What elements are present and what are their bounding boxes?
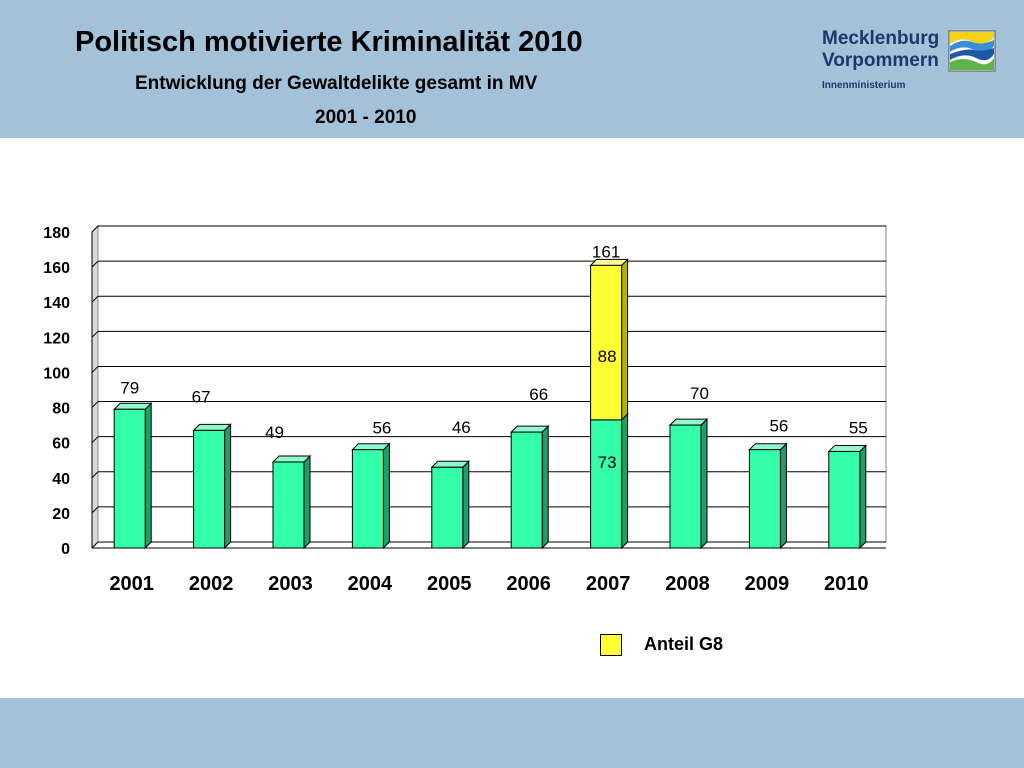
bar-2010-side [859,444,867,550]
legend-swatch-g8 [600,634,622,656]
y-tick-label: 20 [52,506,70,523]
y-tick-label: 0 [61,541,70,558]
plot-side-wall [91,224,99,550]
bar-chart: 0 20 40 60 80 100 120 140 160 180 79 2001 67 2002 49 20… [43,224,887,595]
bar-2008 [669,424,702,549]
x-tick-label-2002: 2002 [189,573,234,595]
bar-2005-top [430,460,471,468]
x-tick-label-2006: 2006 [506,573,551,595]
bar-2006-side [541,424,549,550]
data-label-total-2004: 56 [372,419,391,438]
y-tick-label: 160 [43,260,70,277]
gridline-depth [91,260,99,268]
y-tick-label: 60 [52,436,70,453]
bar-2009-top [748,443,788,451]
bar-2001 [113,408,146,549]
x-tick-label-2001: 2001 [109,573,154,595]
gridline-depth [91,506,99,514]
y-tick-label: 140 [43,295,70,312]
bar-2008-side [700,417,708,550]
gridline-depth [91,401,99,408]
bar-2004 [351,449,384,549]
bar-2003-top [271,455,312,463]
data-label-g8-2007: 88 [598,347,617,366]
y-tick-label: 100 [43,365,70,382]
x-tick-label-2005: 2005 [427,573,472,595]
logo: Mecklenburg Vorpommern Innenministerium [822,28,1002,98]
header-band [0,0,1024,138]
data-label-base-2007: 73 [598,453,617,472]
bar-2009-side [779,442,787,550]
data-label-total-2009: 56 [769,417,788,436]
period-label: 2001 - 2010 [315,107,417,128]
page-subtitle: Entwicklung der Gewaltdelikte gesamt in … [135,73,538,94]
bar-2005-side [462,460,470,550]
bar-g8-2007 [590,264,623,421]
footer-band [0,698,1024,768]
x-tick-label-2007: 2007 [586,573,631,595]
x-tick-label-2010: 2010 [824,573,869,595]
legend-label-g8: Anteil G8 [644,634,724,654]
y-tick-label: 180 [43,225,70,242]
data-label-total-2002: 67 [192,387,211,406]
bar-2001-top [112,402,153,410]
y-tick-label: 80 [52,401,70,418]
gridline-depth [91,295,99,303]
logo-line3: Innenministerium [822,80,906,91]
bar-2002-side [224,423,232,550]
x-tick-label-2008: 2008 [665,573,710,595]
bar-2006 [510,431,543,549]
bar-2010-top [827,444,868,452]
x-tick-label-2003: 2003 [268,573,313,595]
gridline-depth [91,225,99,233]
data-label-total-2010: 55 [849,418,868,437]
page-title: Politisch motivierte Kriminalität 2010 [75,26,583,58]
gridline-depth [91,471,99,479]
data-label-total-2007: 161 [592,242,620,261]
data-label-total-2008: 70 [690,384,709,403]
bar-2004-top [351,443,391,451]
bar-2008-top [668,418,709,426]
bar-2009 [748,449,781,549]
state-emblem-icon [948,30,996,72]
bar-2004-side [382,442,390,550]
y-tick-label: 40 [52,471,70,488]
data-label-total-2003: 49 [265,423,284,442]
gridline-depth [91,436,99,444]
x-tick-label-2009: 2009 [745,573,790,595]
bar-2010 [828,450,861,549]
x-tick-label-2004: 2004 [348,573,393,595]
bar-2003-side [303,454,311,550]
bar-2005 [431,466,464,549]
bar-2007-side [621,412,629,550]
bar-2006-top [509,425,550,433]
gridline-depth [91,330,99,338]
gridline-depth [91,366,99,373]
data-label-total-2001: 79 [120,378,139,397]
bar-2001-side [144,402,152,550]
bar-2002 [193,429,226,549]
logo-line2: Vorpommern [822,50,939,71]
y-tick-label: 120 [43,330,70,347]
bar-2007 [590,419,623,549]
bar-g8-2007-side [621,258,629,422]
gridline-depth [91,541,99,549]
logo-line1: Mecklenburg [822,28,940,49]
data-label-total-2006: 66 [529,385,548,404]
bar-2002-top [192,423,232,431]
data-label-total-2005: 46 [452,418,471,437]
bar-2003 [272,461,305,549]
